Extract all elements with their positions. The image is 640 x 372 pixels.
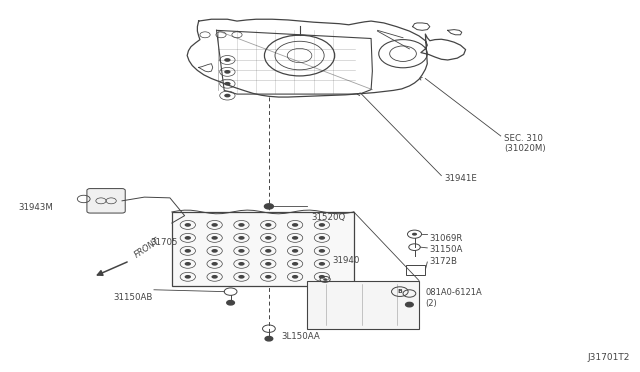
Circle shape	[184, 262, 191, 266]
Circle shape	[211, 275, 218, 279]
FancyBboxPatch shape	[172, 212, 354, 286]
Circle shape	[412, 233, 417, 235]
Text: 3L150AA: 3L150AA	[282, 331, 321, 341]
Text: 31150AB: 31150AB	[113, 294, 152, 302]
Circle shape	[238, 223, 244, 227]
Circle shape	[224, 82, 230, 86]
Circle shape	[292, 249, 298, 253]
Circle shape	[227, 301, 234, 305]
Text: 081A0-6121A
(2): 081A0-6121A (2)	[426, 288, 482, 308]
Circle shape	[238, 249, 244, 253]
Circle shape	[406, 302, 413, 307]
Circle shape	[292, 275, 298, 279]
Text: 31940: 31940	[333, 256, 360, 265]
Circle shape	[184, 236, 191, 240]
FancyBboxPatch shape	[87, 189, 125, 213]
Text: 31943M: 31943M	[19, 203, 54, 212]
Circle shape	[319, 275, 325, 279]
Circle shape	[265, 223, 271, 227]
Text: 31069R: 31069R	[430, 234, 463, 243]
Circle shape	[265, 336, 273, 341]
Text: 3172B: 3172B	[430, 257, 458, 266]
Circle shape	[211, 236, 218, 240]
Circle shape	[184, 249, 191, 253]
Circle shape	[319, 262, 325, 266]
Text: B: B	[397, 289, 403, 294]
Text: SEC. 310
(31020M): SEC. 310 (31020M)	[504, 134, 545, 153]
Text: J31701T2: J31701T2	[588, 353, 630, 362]
Circle shape	[224, 58, 230, 62]
Circle shape	[264, 204, 273, 209]
Circle shape	[265, 275, 271, 279]
Circle shape	[292, 236, 298, 240]
Circle shape	[238, 275, 244, 279]
Circle shape	[292, 262, 298, 266]
Text: 31520Q: 31520Q	[311, 213, 346, 222]
Circle shape	[211, 223, 218, 227]
Circle shape	[224, 94, 230, 97]
Circle shape	[184, 275, 191, 279]
Circle shape	[211, 262, 218, 266]
Circle shape	[184, 223, 191, 227]
Circle shape	[211, 249, 218, 253]
Circle shape	[319, 249, 325, 253]
Text: 31150A: 31150A	[430, 244, 463, 253]
Circle shape	[319, 236, 325, 240]
Circle shape	[265, 236, 271, 240]
Text: FRONT: FRONT	[133, 236, 162, 259]
Text: 31941E: 31941E	[445, 174, 477, 183]
FancyBboxPatch shape	[307, 280, 419, 329]
Circle shape	[224, 70, 230, 74]
Circle shape	[265, 262, 271, 266]
Circle shape	[323, 278, 327, 280]
Text: 31705: 31705	[151, 238, 179, 247]
Circle shape	[292, 223, 298, 227]
Circle shape	[238, 236, 244, 240]
Bar	[406, 264, 426, 275]
Circle shape	[319, 223, 325, 227]
Circle shape	[238, 262, 244, 266]
Circle shape	[265, 249, 271, 253]
